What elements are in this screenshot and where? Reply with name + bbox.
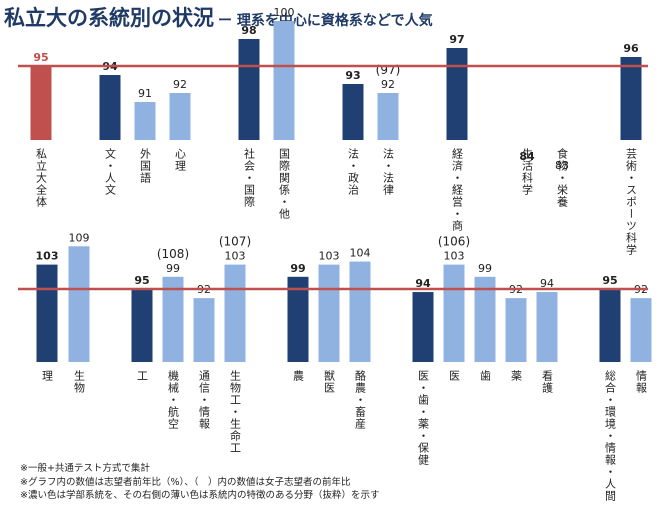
- category-tick-label: 法・政治: [347, 147, 360, 196]
- bar-value-label: 92: [381, 78, 395, 91]
- bar-sub: [505, 298, 527, 362]
- category-tick-label: 工: [136, 370, 149, 382]
- bar-sub: [536, 292, 558, 362]
- bar-value-label: 92: [173, 78, 187, 91]
- category-tick-label: 法・法律: [382, 147, 395, 196]
- category-tick-label: 通信・情報: [198, 370, 211, 430]
- bar-value-label: 94: [415, 277, 431, 290]
- bar-value-label: 96: [623, 42, 639, 55]
- bar-value-label: 103: [319, 250, 340, 263]
- bar-value-label: 104: [350, 247, 371, 260]
- bar-main: [99, 75, 121, 140]
- bar-value-label: 95: [134, 274, 149, 287]
- chart-title: 私立大の系統別の状況ー 理系を中心に資格系などで人気: [4, 2, 433, 32]
- category-tick-label: 歯: [479, 370, 492, 382]
- bar-sub: [134, 102, 156, 140]
- bar-value-label: 95: [602, 274, 617, 287]
- bar-main: [238, 39, 260, 140]
- bar-main: [36, 264, 58, 362]
- category-tick-label: 医・歯・薬・保健: [417, 370, 430, 466]
- bar-sub: [377, 93, 399, 140]
- footnote: ※濃い色は学部系統を、その右側の薄い色は系統内の特徴のある分野（抜粋）を示す: [20, 490, 380, 501]
- bar-value-label: 100: [274, 6, 295, 19]
- bar-value-label: 103: [36, 250, 59, 263]
- bar-value-label: 93: [345, 69, 360, 82]
- bar-main: [287, 276, 309, 362]
- bar-note-label: (108): [157, 247, 189, 261]
- category-tick-label: 情報: [635, 370, 648, 394]
- bar-main: [620, 57, 642, 140]
- bar-total: [30, 66, 52, 140]
- category-tick-label: 看護: [541, 369, 554, 394]
- bar-sub: [630, 298, 652, 362]
- category-tick-label: 薬: [510, 370, 523, 382]
- bar-sub: [162, 276, 184, 362]
- category-tick-label: 文・人文: [104, 147, 117, 196]
- bar-value-label: 97: [449, 33, 464, 46]
- category-tick-label: 社会・国際: [243, 147, 256, 208]
- category-tick-label: 私立大全体: [35, 148, 48, 208]
- bar-value-label: 103: [444, 250, 465, 263]
- bar-main: [131, 289, 153, 362]
- bar-sub: [68, 246, 90, 362]
- bar-value-label: 103: [225, 250, 246, 263]
- title-main: 私立大の系統別の状況: [4, 6, 214, 30]
- bar-value-label: 98: [241, 24, 256, 37]
- footnote: ※グラフ内の数値は志望者前年比（%）、（ ）内の数値は女子志望者の前年比: [20, 476, 351, 488]
- bar-main: [446, 48, 468, 140]
- category-tick-label: 理: [41, 370, 54, 382]
- category-tick-label: 国際関係・他: [278, 148, 291, 220]
- category-tick-label: 生活科学: [521, 147, 534, 196]
- chart-panel-2: 103理109生物95工99(108)機械・航空92通信・情報103(107)生…: [18, 231, 652, 502]
- bar-value-label: 83: [555, 159, 569, 172]
- bar-value-label: 109: [69, 231, 90, 244]
- bar-value-label: 99: [166, 262, 180, 275]
- bar-value-label: 94: [540, 277, 554, 290]
- bar-sub: [169, 93, 191, 140]
- category-tick-label: 経済・経営・商: [451, 148, 464, 232]
- bar-sub: [224, 264, 246, 362]
- category-tick-label: 外国語: [139, 148, 152, 184]
- footnotes: ※一般+共通テスト方式で集計 ※グラフ内の数値は志望者前年比（%）、（ ）内の数…: [20, 462, 379, 503]
- bar-sub: [474, 276, 496, 362]
- bar-value-label: 95: [33, 51, 48, 64]
- bar-note-label: (106): [438, 235, 470, 249]
- category-tick-label: 農: [292, 369, 305, 382]
- bar-main: [599, 289, 621, 362]
- category-tick-label: 医: [448, 370, 461, 382]
- category-tick-label: 芸術・スポーツ科学: [625, 148, 638, 256]
- bar-sub: [349, 261, 371, 362]
- bar-value-label: 99: [290, 262, 305, 275]
- bar-value-label: 99: [478, 262, 492, 275]
- bar-sub: [318, 264, 340, 362]
- bar-main: [412, 292, 434, 362]
- bar-main: [342, 84, 364, 140]
- bar-value-label: 84: [519, 150, 535, 163]
- bar-note-label: (107): [219, 235, 251, 249]
- category-tick-label: 酪農・畜産: [354, 370, 367, 430]
- footnote: ※一般+共通テスト方式で集計: [20, 463, 150, 474]
- chart-panel-1: 95私立大全体94文・人文91外国語92心理98社会・国際100国際関係・他93…: [18, 6, 648, 256]
- category-tick-label: 心理: [174, 148, 187, 172]
- category-tick-label: 生物工・生命工: [229, 369, 242, 454]
- title-subtitle: ー 理系を中心に資格系などで人気: [218, 13, 433, 29]
- category-tick-label: 獣医: [323, 369, 336, 394]
- bar-value-label: 91: [138, 87, 152, 100]
- category-tick-label: 食物・栄養: [556, 147, 569, 208]
- category-tick-label: 機械・航空: [167, 369, 180, 430]
- bar-sub: [443, 264, 465, 362]
- category-tick-label: 総合・環境・情報・人間: [604, 369, 617, 502]
- bar-sub: [273, 21, 295, 140]
- category-tick-label: 生物: [73, 369, 86, 394]
- bar-sub: [193, 298, 215, 362]
